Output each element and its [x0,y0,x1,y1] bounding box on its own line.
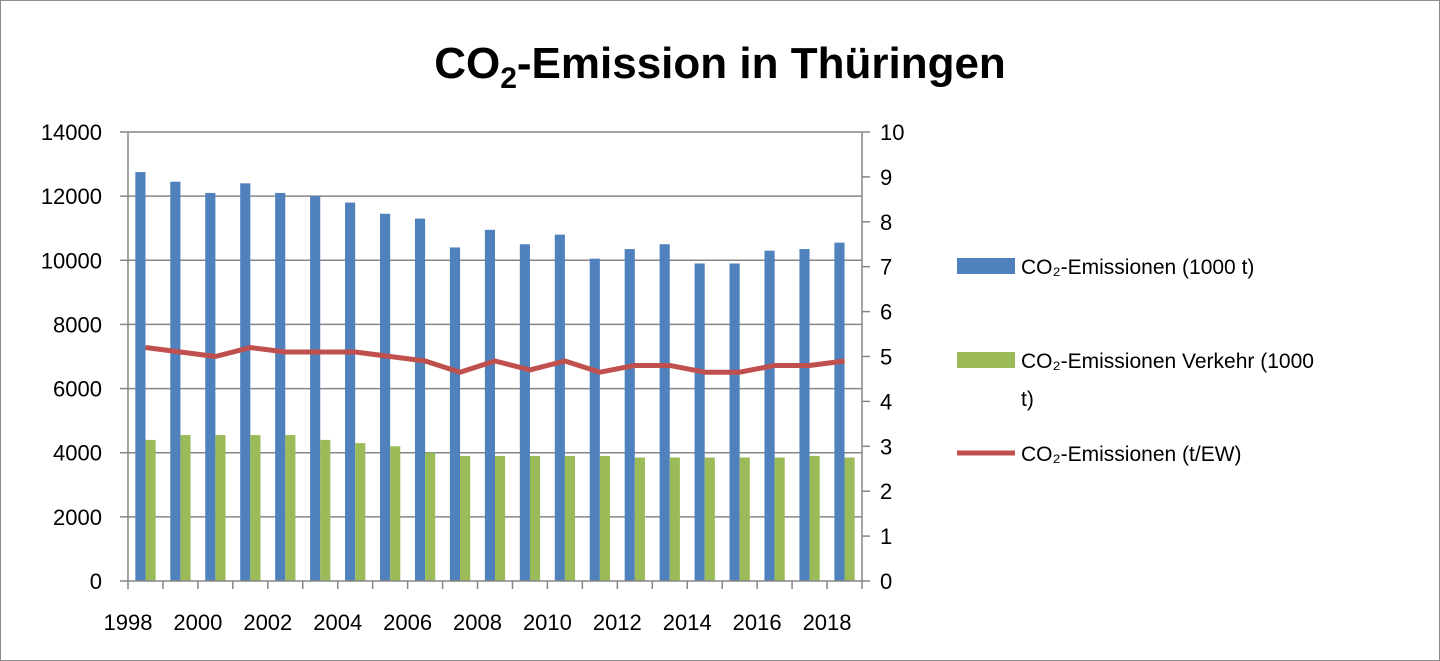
y-right-tick-label: 2 [880,479,892,504]
bar-verkehr [180,435,191,581]
chart-title-rest: -Emission in Thüringen [517,39,1006,88]
bar-verkehr [774,457,785,581]
legend-swatch-verkehr [957,352,1015,368]
bar-verkehr [809,455,820,581]
y-left-tick-label: 2000 [53,505,102,530]
legend-swatch-emissions [957,258,1015,274]
y-left-tick-label: 4000 [53,441,102,466]
bar-verkehr [529,455,541,581]
bars [135,172,855,582]
bar-verkehr [599,455,610,581]
x-tick-label: 2012 [593,610,642,635]
bar-emissions [764,250,775,581]
bar-verkehr [739,457,750,581]
y-left-tick-label: 0 [90,569,102,594]
bar-verkehr [355,443,366,581]
x-tick-label: 2016 [733,610,782,635]
y-left-tick-label: 6000 [53,377,102,402]
bar-emissions [519,244,530,581]
bar-emissions [449,247,461,581]
y-right-tick-label: 0 [880,569,892,594]
y-right-tick-label: 1 [880,524,892,549]
x-tick-label: 2004 [313,610,362,635]
bar-verkehr [460,455,471,581]
bar-verkehr [285,435,296,581]
bar-verkehr [669,457,680,581]
x-tick-label: 1998 [104,610,153,635]
line-series [145,345,845,375]
x-tick-label: 2008 [453,610,502,635]
bar-emissions [414,218,426,582]
bar-emissions [170,181,181,582]
bar-verkehr [390,446,401,581]
bar-emissions [484,229,495,581]
axes: 0 2000 4000 6000 8000 10000 12000 14000 0 1 2 3 4 5 6 7… [41,120,905,635]
bar-emissions [380,213,391,581]
bar-emissions [799,249,810,581]
bar-emissions [240,183,251,582]
y-right-tick-label: 7 [880,255,892,280]
line-emissions-per-capita [145,345,845,375]
bar-verkehr [215,435,226,581]
x-tick-label: 2000 [173,610,222,635]
y-left-tick-label: 12000 [41,184,102,209]
bar-verkehr [320,439,331,581]
x-tick-label: 2006 [383,610,432,635]
bar-verkehr [844,457,855,581]
bar-emissions [589,258,600,581]
bar-emissions [135,172,146,581]
bar-verkehr [145,439,156,581]
x-tick-label: 2018 [803,610,852,635]
bar-emissions [659,244,670,581]
y-right-tick-label: 10 [880,120,904,145]
bar-verkehr [564,455,576,581]
bar-verkehr [704,457,715,581]
bar-emissions [729,263,740,581]
bar-verkehr [634,457,645,581]
y-right-tick-label: 6 [880,300,892,325]
y-right-tick-label: 4 [880,389,892,414]
chart-title: CO2-Emission in Thüringen [434,39,1006,95]
bar-emissions [554,234,565,581]
legend-label-verkehr: CO₂-Emissionen Verkehr (1000 [1021,350,1314,373]
bar-emissions [310,196,321,581]
legend-label-emissions: CO₂-Emissionen (1000 t) [1021,256,1254,279]
legend-label-per-capita: CO₂-Emissionen (t/EW) [1021,443,1242,466]
bar-emissions [834,242,845,581]
legend: CO₂-Emissionen (1000 t) CO₂-Emissionen Ve… [957,256,1314,466]
y-right-tick-label: 5 [880,345,892,370]
legend-label-verkehr-line2: t) [1021,388,1034,411]
bar-emissions [694,263,705,581]
bar-verkehr [425,452,436,581]
bar-verkehr [495,455,506,581]
bar-emissions [205,192,216,581]
bar-emissions [624,249,635,581]
y-left-tick-label: 10000 [41,248,102,273]
x-tick-label: 2014 [663,610,712,635]
bar-emissions [275,192,286,581]
y-right-tick-label: 8 [880,210,892,235]
y-left-tick-label: 14000 [41,120,102,145]
y-right-tick-label: 3 [880,434,892,459]
chart-title-subscript: 2 [500,62,517,95]
bar-emissions [345,202,356,582]
bar-verkehr [250,435,261,581]
x-tick-label: 2002 [243,610,292,635]
y-left-tick-label: 8000 [53,312,102,337]
chart-title-main: CO [434,39,500,88]
y-right-tick-label: 9 [880,165,892,190]
x-tick-label: 2010 [523,610,572,635]
